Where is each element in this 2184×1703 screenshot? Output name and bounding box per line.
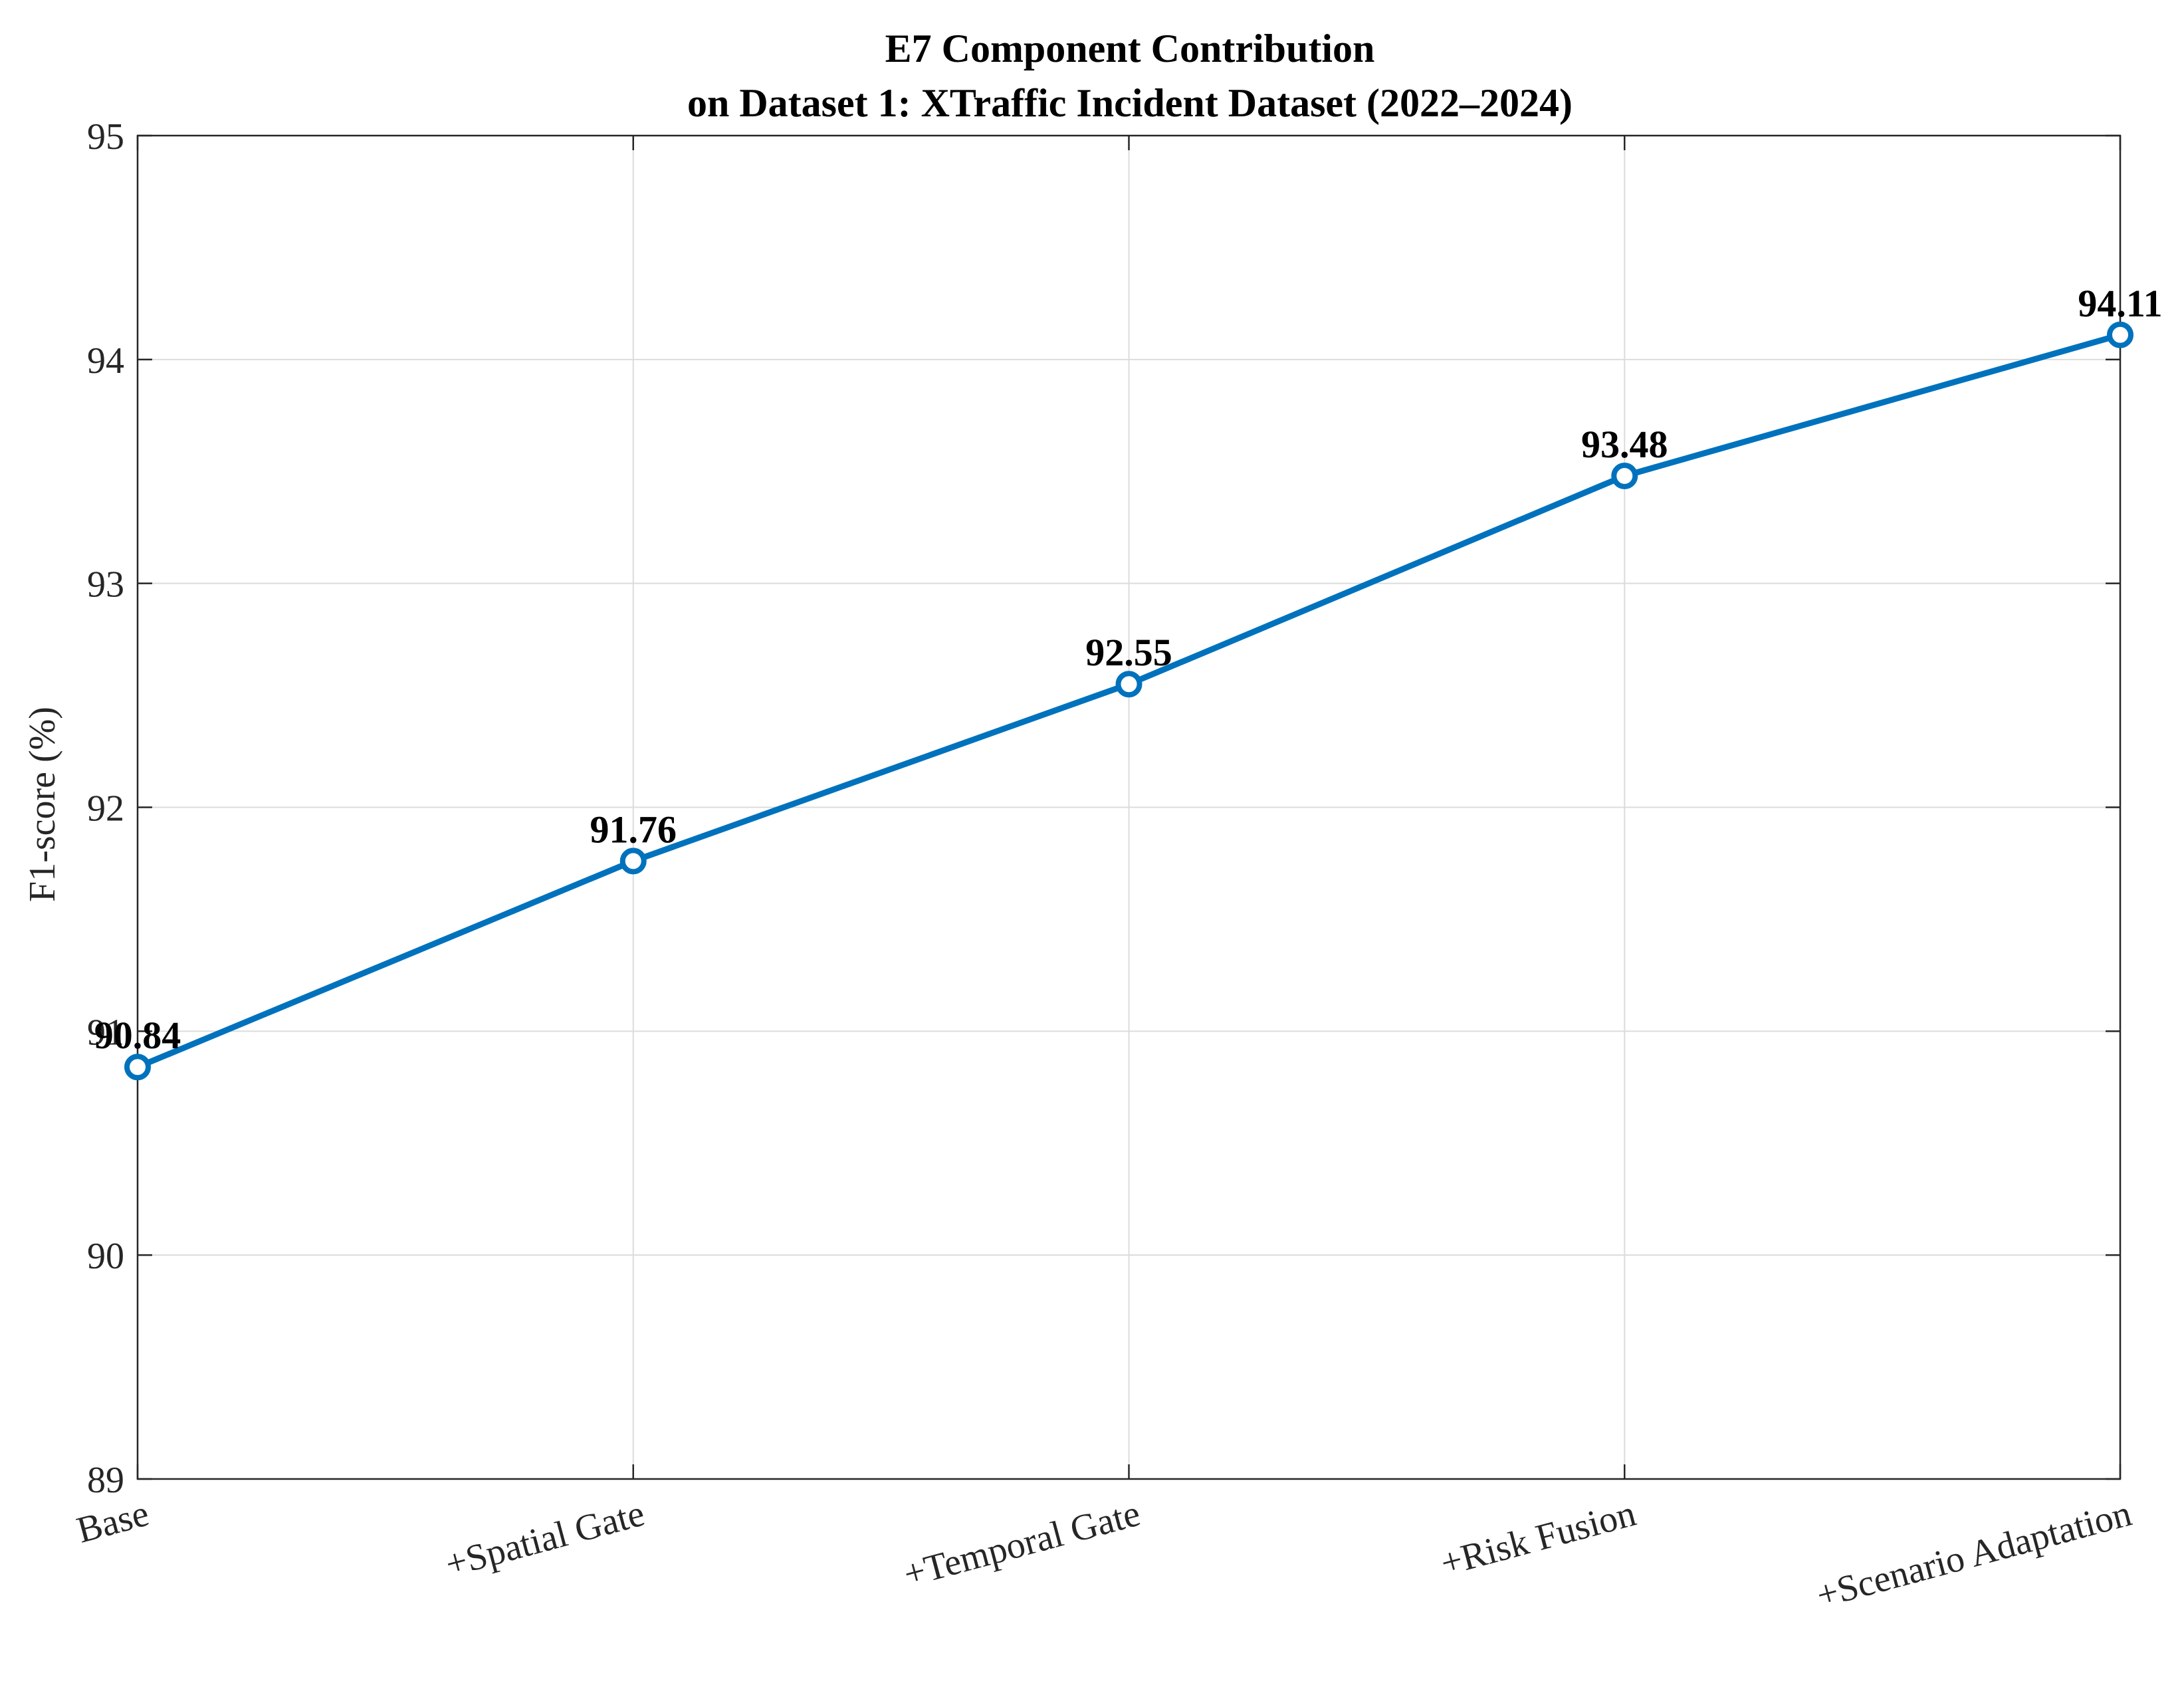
y-tick-label-95: 95	[87, 116, 124, 158]
data-label-4: 94.11	[2078, 282, 2162, 325]
y-tick-label-93: 93	[87, 564, 124, 606]
y-axis-label: F1-score (%)	[22, 707, 63, 902]
data-label-1: 91.76	[590, 808, 677, 851]
data-point-1	[619, 848, 647, 875]
axes-layer	[136, 134, 2122, 1480]
data-label-2: 92.55	[1085, 631, 1172, 674]
y-tick-label-90: 90	[87, 1236, 124, 1277]
data-point-0	[124, 1054, 151, 1081]
plot-area-border	[136, 134, 2122, 1480]
chart-title: E7 Component Contribution	[885, 27, 1375, 70]
series-layer	[124, 321, 2133, 1081]
data-label-0: 90.84	[94, 1014, 181, 1057]
data-label-3: 93.48	[1581, 423, 1668, 466]
data-point-4	[2107, 321, 2133, 348]
data-labels: 90.84 91.76 92.55 93.48 94.11	[94, 282, 2163, 1057]
y-tick-label-94: 94	[87, 340, 124, 382]
y-tick-label-91: 91	[87, 1012, 124, 1053]
data-point-2	[1115, 671, 1143, 698]
y-tick-label-89: 89	[87, 1460, 124, 1501]
y-tick-label-92: 92	[87, 788, 124, 830]
data-point-3	[1611, 462, 1638, 489]
chart-subtitle: on Dataset 1: XTraffic Incident Dataset …	[687, 81, 1573, 125]
